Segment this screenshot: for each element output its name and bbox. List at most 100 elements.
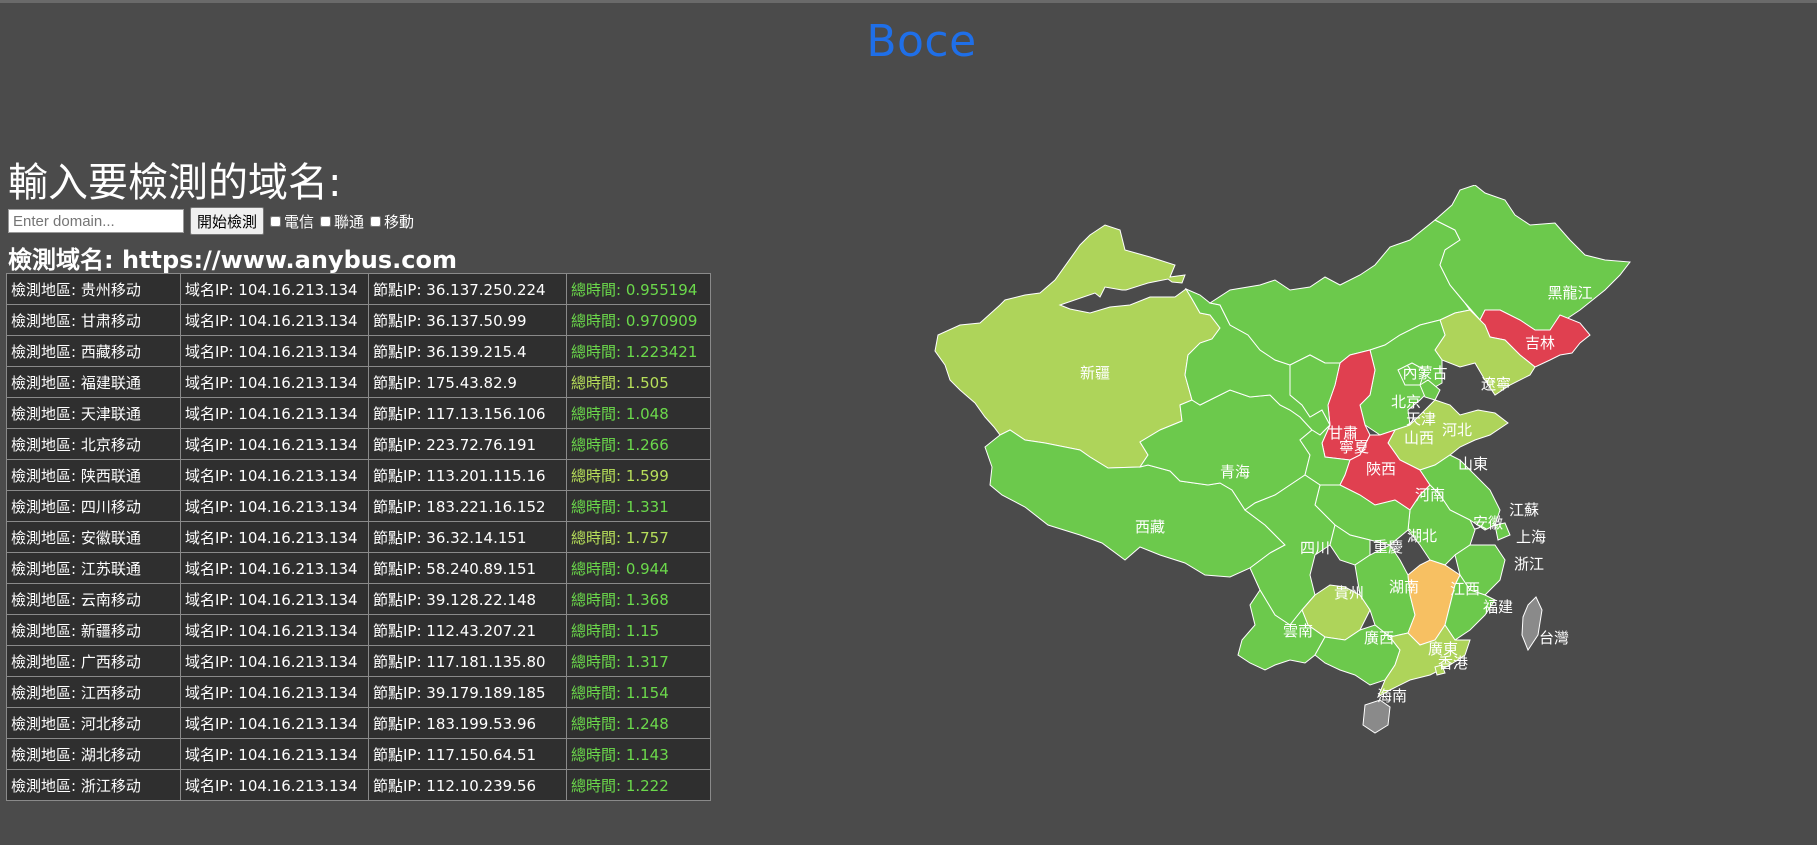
result-row: 檢測地區: 江西移动 域名IP: 104.16.213.134 節點IP: 39.1… (6, 676, 711, 708)
region-cell: 檢測地區: 天津联通 (6, 397, 181, 429)
region-cell: 檢測地區: 西藏移动 (6, 335, 181, 367)
brand-title: Boce (866, 16, 977, 67)
total-time-cell: 總時間: 1.143 (566, 738, 711, 770)
carrier-unicom-option[interactable]: 聯通 (320, 211, 364, 232)
domain-input[interactable] (8, 209, 184, 233)
node-ip-cell: 節點IP: 112.10.239.56 (368, 769, 567, 801)
province-label-jilin: 吉林 (1525, 334, 1555, 352)
province-label-beijing: 北京 (1391, 393, 1421, 411)
province-tianjin[interactable] (1419, 379, 1441, 401)
province-label-liaoning: 遼寧 (1481, 375, 1511, 393)
region-cell: 檢測地區: 北京移动 (6, 428, 181, 460)
province-label-qinghai: 青海 (1220, 463, 1250, 481)
total-time-cell: 總時間: 0.955194 (566, 273, 711, 305)
results-table: 檢測地區: 贵州移动 域名IP: 104.16.213.134 節點IP: 36.1… (6, 273, 711, 801)
province-label-sichuan: 四川 (1300, 539, 1330, 557)
province-xianggang[interactable] (1434, 664, 1446, 676)
total-time-cell: 總時間: 1.266 (566, 428, 711, 460)
total-time-cell: 總時間: 0.944 (566, 552, 711, 584)
province-label-taiwan: 台灣 (1539, 629, 1569, 647)
domain-ip-cell: 域名IP: 104.16.213.134 (180, 707, 369, 739)
province-label-anhui: 安徽 (1473, 514, 1503, 532)
province-label-shaanxi: 陝西 (1366, 460, 1396, 478)
node-ip-cell: 節點IP: 58.240.89.151 (368, 552, 567, 584)
node-ip-cell: 節點IP: 183.221.16.152 (368, 490, 567, 522)
province-fujian[interactable] (1444, 574, 1496, 641)
unicom-checkbox[interactable] (320, 215, 332, 227)
unicom-label: 聯通 (334, 212, 365, 231)
carrier-telecom-option[interactable]: 電信 (270, 211, 314, 232)
province-label-zhejiang: 浙江 (1514, 555, 1544, 573)
province-guangdong[interactable] (1376, 624, 1471, 699)
page-heading: 輸入要檢測的域名: (8, 160, 342, 206)
region-cell: 檢測地區: 河北移动 (6, 707, 181, 739)
total-time-cell: 總時間: 1.331 (566, 490, 711, 522)
result-row: 檢測地區: 甘肃移动 域名IP: 104.16.213.134 節點IP: 36.1… (6, 304, 711, 336)
result-row: 檢測地區: 四川移动 域名IP: 104.16.213.134 節點IP: 183.… (6, 490, 711, 522)
province-label-hainan: 海南 (1377, 687, 1407, 705)
province-yunnan[interactable] (1237, 589, 1326, 671)
result-row: 檢測地區: 江苏联通 域名IP: 104.16.213.134 節點IP: 58.2… (6, 552, 711, 584)
domain-ip-cell: 域名IP: 104.16.213.134 (180, 304, 369, 336)
region-cell: 檢測地區: 甘肃移动 (6, 304, 181, 336)
result-row: 檢測地區: 新疆移动 域名IP: 104.16.213.134 節點IP: 112.… (6, 614, 711, 646)
node-ip-cell: 節點IP: 36.137.250.224 (368, 273, 567, 305)
province-beijing[interactable] (1397, 362, 1426, 386)
province-shanghai[interactable] (1494, 522, 1511, 541)
province-heilongjiang[interactable] (1434, 184, 1631, 331)
node-ip-cell: 節點IP: 36.137.50.99 (368, 304, 567, 336)
region-cell: 檢測地區: 江西移动 (6, 676, 181, 708)
total-time-cell: 總時間: 1.368 (566, 583, 711, 615)
province-label-gansu: 甘肅 (1328, 424, 1358, 442)
node-ip-cell: 節點IP: 175.43.82.9 (368, 366, 567, 398)
province-label-yunnan: 雲南 (1283, 622, 1313, 640)
result-row: 檢測地區: 北京移动 域名IP: 104.16.213.134 節點IP: 223.… (6, 428, 711, 460)
total-time-cell: 總時間: 1.048 (566, 397, 711, 429)
region-cell: 檢測地區: 四川移动 (6, 490, 181, 522)
province-label-fujian: 福建 (1483, 598, 1513, 616)
start-check-button[interactable]: 開始檢測 (190, 207, 265, 235)
result-row: 檢測地區: 安徽联通 域名IP: 104.16.213.134 節點IP: 36.3… (6, 521, 711, 553)
province-label-guangxi: 廣西 (1364, 629, 1394, 647)
result-row: 檢測地區: 河北移动 域名IP: 104.16.213.134 節點IP: 183.… (6, 707, 711, 739)
province-label-shandong: 山東 (1458, 455, 1488, 473)
result-row: 檢測地區: 云南移动 域名IP: 104.16.213.134 節點IP: 39.1… (6, 583, 711, 615)
region-cell: 檢測地區: 广西移动 (6, 645, 181, 677)
region-cell: 檢測地區: 云南移动 (6, 583, 181, 615)
province-label-shanghai: 上海 (1516, 528, 1546, 546)
region-cell: 檢測地區: 浙江移动 (6, 769, 181, 801)
total-time-cell: 總時間: 1.505 (566, 366, 711, 398)
province-label-xianggang: 香港 (1438, 654, 1468, 672)
region-cell: 檢測地區: 江苏联通 (6, 552, 181, 584)
result-row: 檢測地區: 天津联通 域名IP: 104.16.213.134 節點IP: 117.… (6, 397, 711, 429)
province-label-tianjin: 天津 (1406, 410, 1436, 428)
mobile-checkbox[interactable] (370, 215, 382, 227)
province-label-guangdong: 廣東 (1428, 640, 1458, 658)
total-time-cell: 總時間: 0.970909 (566, 304, 711, 336)
china-map: 新疆 西藏 青海 甘肅 內蒙古 黑龍江 吉林 遼寧 北京 天津 河北 山西 山東 寧夏 陝西 河南 江蘇 安徽 上海… (930, 184, 1810, 841)
domain-ip-cell: 域名IP: 104.16.213.134 (180, 521, 369, 553)
domain-ip-cell: 域名IP: 104.16.213.134 (180, 428, 369, 460)
total-time-cell: 總時間: 1.248 (566, 707, 711, 739)
result-row: 檢測地區: 湖北移动 域名IP: 104.16.213.134 節點IP: 117.… (6, 738, 711, 770)
domain-ip-cell: 域名IP: 104.16.213.134 (180, 676, 369, 708)
domain-ip-cell: 域名IP: 104.16.213.134 (180, 459, 369, 491)
province-taiwan[interactable] (1521, 596, 1543, 652)
province-hainan[interactable] (1362, 699, 1391, 734)
domain-ip-cell: 域名IP: 104.16.213.134 (180, 397, 369, 429)
domain-ip-cell: 域名IP: 104.16.213.134 (180, 769, 369, 801)
node-ip-cell: 節點IP: 36.32.14.151 (368, 521, 567, 553)
mobile-label: 移動 (384, 212, 415, 231)
result-row: 檢測地區: 贵州移动 域名IP: 104.16.213.134 節點IP: 36.1… (6, 273, 711, 305)
telecom-checkbox[interactable] (270, 215, 282, 227)
node-ip-cell: 節點IP: 39.179.189.185 (368, 676, 567, 708)
domain-ip-cell: 域名IP: 104.16.213.134 (180, 273, 369, 305)
province-label-hunan: 湖南 (1389, 578, 1419, 596)
total-time-cell: 總時間: 1.317 (566, 645, 711, 677)
domain-ip-cell: 域名IP: 104.16.213.134 (180, 614, 369, 646)
region-cell: 檢測地區: 贵州移动 (6, 273, 181, 305)
node-ip-cell: 節點IP: 117.181.135.80 (368, 645, 567, 677)
province-label-shanxi: 山西 (1404, 429, 1434, 447)
carrier-mobile-option[interactable]: 移動 (370, 211, 414, 232)
